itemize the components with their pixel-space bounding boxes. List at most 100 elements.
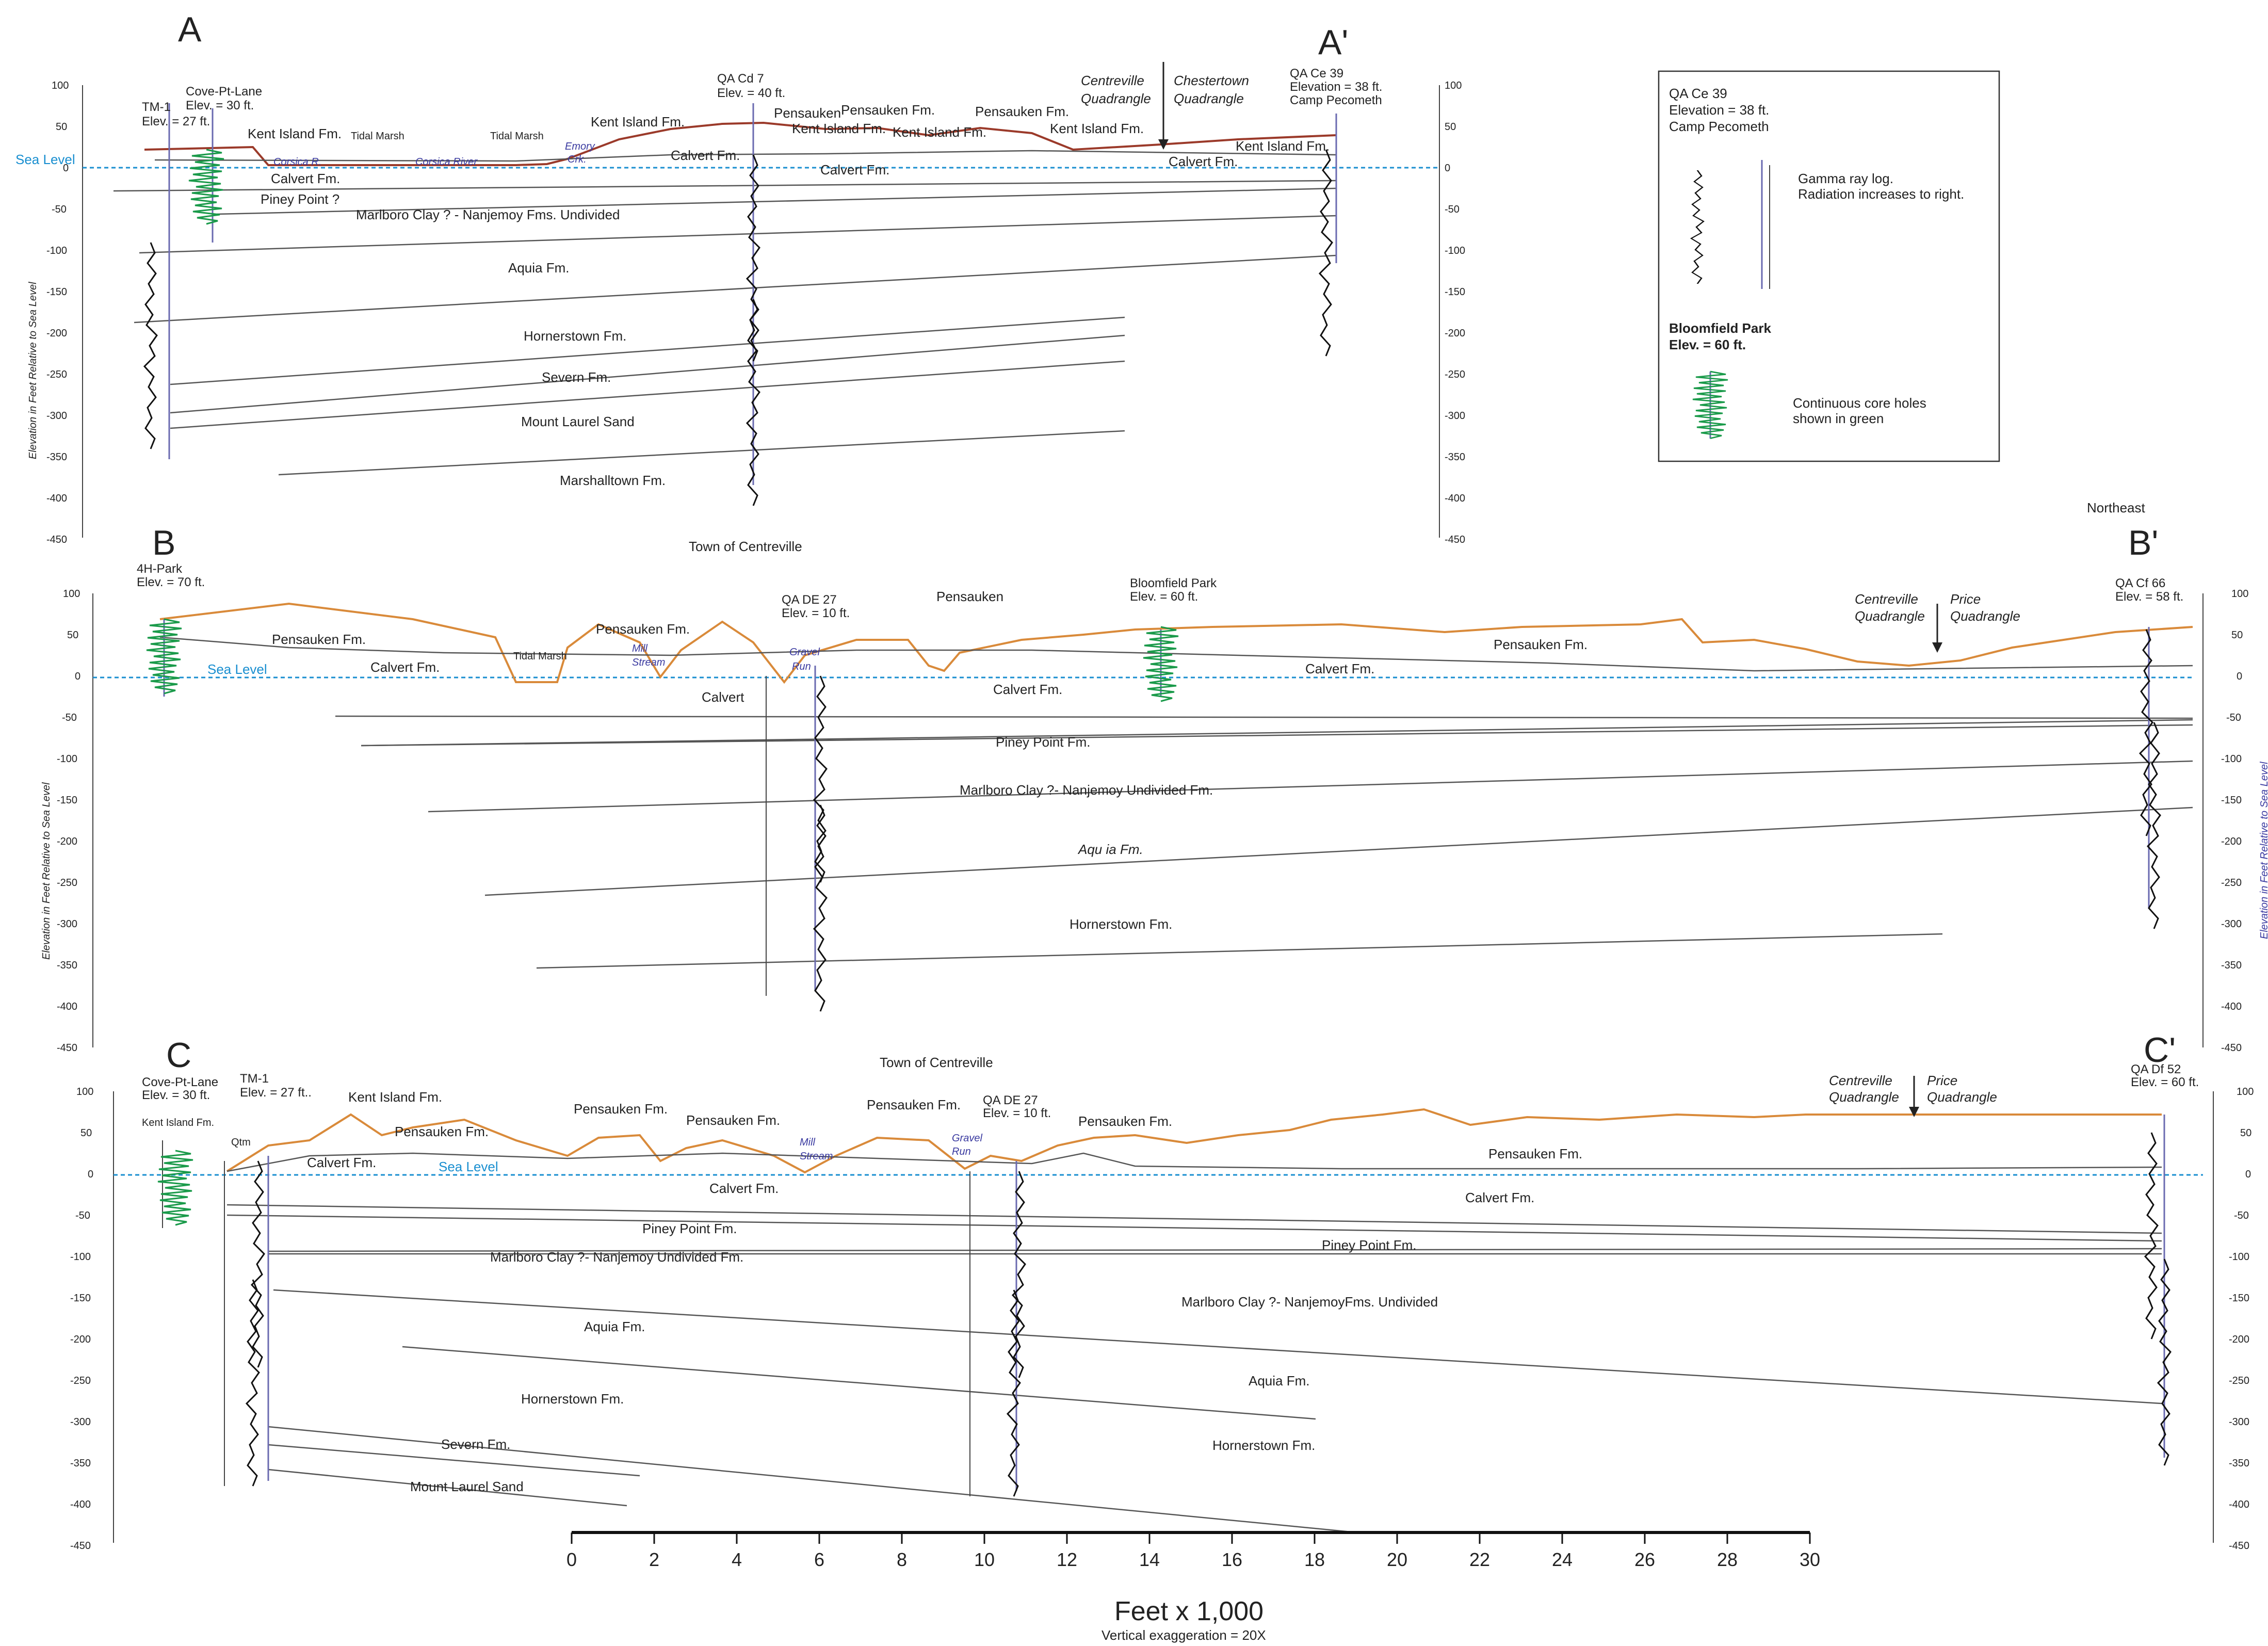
elev-tick: 100 — [52, 80, 69, 91]
scale-tick: 8 — [897, 1549, 907, 1570]
elev-tick: -100 — [2229, 1251, 2249, 1263]
formation-label: Calvert Fm. — [370, 659, 440, 675]
section-c-right-label: C' — [2144, 1030, 2176, 1070]
formation-label: Pensauken Fm. — [867, 1097, 961, 1112]
elev-tick: -200 — [1445, 328, 1465, 339]
elev-tick: 0 — [75, 671, 80, 682]
quad-left: Centreville — [1081, 73, 1144, 88]
elev-tick: -50 — [2234, 1210, 2249, 1221]
well-qa-cf66-b: QA Cf 66 Elev. = 58 ft. — [2115, 576, 2183, 930]
elev-tick: -400 — [2229, 1499, 2249, 1510]
section-b: B B' Northeast 100 50 0 -50 -100 -150 -2… — [41, 500, 2268, 1070]
place-label: Mill — [632, 643, 648, 654]
elev-tick: -300 — [2229, 1416, 2249, 1428]
well-cove-pt-lane-a: Cove-Pt-Lane Elev. = 30 ft. — [186, 85, 262, 243]
well-name: QA DE 27 — [782, 593, 837, 607]
scale-tick: 4 — [732, 1549, 742, 1570]
elev-tick: 50 — [67, 630, 78, 641]
elev-tick: -350 — [46, 451, 67, 463]
elev-tick: -450 — [70, 1540, 91, 1552]
quad-right2: Quadrangle — [1950, 608, 2020, 624]
legend-core-2: shown in green — [1793, 411, 1884, 426]
elev-tick: -100 — [2221, 753, 2242, 765]
formation-label: Calvert Fm. — [993, 682, 1062, 697]
well-qa-cd7-a: QA Cd 7 Elev. = 40 ft. — [717, 72, 785, 507]
legend-core-title: Bloomfield Park — [1669, 320, 1771, 336]
elev-tick: -450 — [57, 1042, 77, 1054]
well-elev: Elev. = 10 ft. — [782, 606, 850, 620]
elev-tick: 0 — [1445, 163, 1450, 174]
formation-label: Kent Island Fm. — [1236, 138, 1330, 154]
formation-label: Pensauken — [774, 105, 841, 121]
well-name: Bloomfield Park — [1130, 576, 1217, 590]
scale-tick: 26 — [1634, 1549, 1655, 1570]
formation-label: Pensauken Fm. — [272, 632, 366, 647]
elev-tick: 100 — [76, 1086, 93, 1098]
formation-label: Marlboro Clay ? - Nanjemoy Fms. Undivide… — [356, 207, 620, 222]
elev-tick: -150 — [46, 286, 67, 298]
formation-label: Marlboro Clay ?- Nanjemoy Undivided Fm. — [960, 782, 1213, 798]
formation-label: Pensauken Fm. — [686, 1112, 780, 1128]
quad-left: Centreville — [1855, 591, 1918, 607]
formation-contacts-c — [226, 1152, 2162, 1534]
section-c-right-axis: 100 50 0 -50 -100 -150 -200 -250 -300 -3… — [2213, 1086, 2254, 1552]
formation-label: Kent Island Fm. — [142, 1117, 214, 1128]
well-elev: Elev. = 60 ft. — [1130, 590, 1198, 604]
place-label: Tidal Marsh — [513, 651, 567, 662]
scale-tick: 14 — [1139, 1549, 1160, 1570]
legend-gamma-2: Radiation increases to right. — [1798, 186, 1964, 202]
place-label: Corsica River — [415, 156, 478, 168]
formation-label: Severn Fm. — [542, 369, 611, 385]
legend-gamma-log — [1690, 160, 1770, 289]
elev-tick: -300 — [46, 410, 67, 422]
formation-label: Kent Island Fm. — [348, 1089, 442, 1105]
well-qa-de27-b: QA DE 27 Elev. = 10 ft. — [766, 593, 850, 1012]
elev-tick: -50 — [62, 712, 77, 723]
formation-label: Pensauken Fm. — [1494, 637, 1587, 652]
well-tm1-c: TM-1 Elev. = 27 ft.. — [224, 1072, 312, 1487]
formation-label: Mount Laurel Sand — [521, 414, 635, 429]
formation-label: Calvert Fm. — [1465, 1190, 1534, 1205]
legend-core-sample — [1692, 370, 1729, 440]
place-label: Run — [952, 1146, 971, 1157]
elev-tick: -100 — [1445, 245, 1465, 256]
elev-tick: -300 — [57, 918, 77, 930]
elev-tick: 50 — [2240, 1127, 2251, 1139]
well-elev: Elev. = 27 ft.. — [240, 1086, 312, 1100]
section-b-y-axis-label-right: Elevation in Feet Relative to Sea Level — [2259, 762, 2268, 939]
legend: QA Ce 39 Elevation = 38 ft. Camp Pecomet… — [1658, 70, 2000, 462]
formation-label: Kent Island Fm. — [1050, 121, 1144, 136]
topography-line-b — [159, 602, 2193, 684]
formation-label: Calvert Fm. — [1169, 154, 1238, 169]
elev-tick: -50 — [75, 1210, 90, 1221]
quad-left2: Quadrangle — [1829, 1089, 1899, 1105]
formation-label: Calvert Fm. — [307, 1155, 376, 1170]
place-label: Stream — [632, 657, 665, 668]
town-label-b: Town of Centreville — [880, 1055, 993, 1070]
elev-tick: -450 — [1445, 534, 1465, 545]
sea-level-label-a: Sea Level — [15, 152, 75, 167]
well-cove-pt-lane-c: Cove-Pt-Lane Elev. = 30 ft. — [142, 1075, 218, 1228]
section-a-left-axis: 100 50 0 -50 -100 -150 -200 -250 -300 -3… — [27, 80, 83, 545]
elev-tick: -150 — [57, 795, 77, 806]
legend-place: Camp Pecometh — [1669, 119, 1769, 134]
formation-label: Marlboro Clay ?- Nanjemoy Undivided Fm. — [490, 1249, 743, 1265]
elev-tick: 100 — [2237, 1086, 2254, 1098]
formation-contacts-a — [113, 150, 1337, 476]
formation-label: Aquia Fm. — [584, 1319, 645, 1334]
elev-tick: -150 — [1445, 286, 1465, 298]
formation-label: Pensauken Fm. — [975, 104, 1069, 119]
well-elev: Elev. = 30 ft. — [142, 1088, 210, 1102]
elev-tick: -250 — [1445, 369, 1465, 380]
quad-right: Price — [1950, 591, 1981, 607]
elev-tick: -300 — [70, 1416, 91, 1428]
elev-tick: -200 — [46, 328, 67, 339]
place-label: Corsica R. — [273, 156, 321, 168]
elev-tick: -400 — [70, 1499, 91, 1510]
elev-tick: -200 — [70, 1334, 91, 1345]
town-label-a: Town of Centreville — [689, 539, 802, 554]
topography-line-c — [226, 1108, 2162, 1174]
place-label: Tidal Marsh — [490, 131, 544, 142]
section-c-left-label: C — [166, 1036, 191, 1075]
